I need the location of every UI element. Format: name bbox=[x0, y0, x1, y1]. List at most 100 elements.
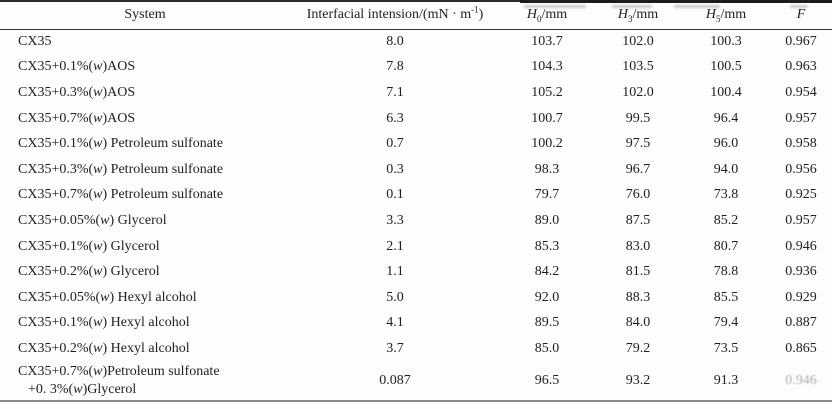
f-cell: 0.967 bbox=[785, 34, 817, 50]
h3-cell: 102.0 bbox=[622, 34, 654, 50]
scan-artifact bbox=[612, 5, 652, 8]
table-row: CX35+0.05%(w) Glycerol 3.3 89.0 87.5 85.… bbox=[0, 208, 832, 234]
h5-cell: 80.7 bbox=[713, 238, 739, 254]
table-row: CX35+0.1%(w)AOS 7.8 104.3 103.5 100.5 0.… bbox=[0, 55, 832, 81]
h3-cell: 84.0 bbox=[625, 315, 651, 331]
system-cell: CX35+0.7%(w) Petroleum sulfonate bbox=[18, 187, 224, 203]
table-row: CX35+0.3%(w) Petroleum sulfonate 0.3 98.… bbox=[0, 157, 832, 183]
f-cell: 0.963 bbox=[785, 59, 817, 75]
ift-cell: 3.3 bbox=[386, 212, 404, 228]
f-cell: 0.954 bbox=[785, 84, 817, 100]
h5-cell: 79.4 bbox=[713, 315, 739, 331]
system-line-1: CX35+0.7%(w)Petroleum sulfonate bbox=[18, 363, 220, 379]
col-header-system: System bbox=[0, 1, 290, 30]
system-cell: CX35+0.2%(w) Glycerol bbox=[18, 264, 160, 280]
h5-cell: 100.5 bbox=[710, 59, 742, 75]
ift-cell: 3.7 bbox=[386, 340, 404, 356]
table-row: CX35+0.05%(w) Hexyl alcohol 5.0 92.0 88.… bbox=[0, 285, 832, 311]
table-row: CX35+0.1%(w) Hexyl alcohol 4.1 89.5 84.0… bbox=[0, 311, 832, 337]
ift-cell: 2.1 bbox=[386, 238, 404, 254]
h5-cell: 73.5 bbox=[713, 340, 739, 356]
ift-cell: 7.1 bbox=[386, 84, 404, 100]
h0-cell: 104.3 bbox=[531, 59, 563, 75]
f-cell: 0.925 bbox=[785, 187, 817, 203]
h3-cell: 83.0 bbox=[625, 238, 651, 254]
h0-cell: 84.2 bbox=[534, 264, 560, 280]
table-row: CX35+0.2%(w) Hexyl alcohol 3.7 85.0 79.2… bbox=[0, 336, 832, 362]
h3-cell: 88.3 bbox=[625, 289, 651, 305]
h5-cell: 91.3 bbox=[713, 372, 739, 388]
ift-cell: 0.7 bbox=[386, 136, 404, 152]
system-cell: CX35+0.7%(w)Petroleum sulfonate +0. 3%(w… bbox=[0, 362, 290, 401]
f-cell: 0.865 bbox=[785, 340, 817, 356]
h3-cell: 76.0 bbox=[625, 187, 651, 203]
ift-cell: 0.3 bbox=[386, 161, 404, 177]
h3-cell: 79.2 bbox=[625, 340, 651, 356]
h0-cell: 105.2 bbox=[531, 84, 563, 100]
table-row: CX35 8.0 103.7 102.0 100.3 0.967 bbox=[0, 29, 832, 55]
scan-artifact-top-rule bbox=[520, 0, 832, 3]
header-row: System Interfacial intension/(mN · m-1) … bbox=[0, 1, 832, 30]
h3-cell: 102.0 bbox=[622, 84, 654, 100]
table-row: CX35+0.7%(w)AOS 6.3 100.7 99.5 96.4 0.95… bbox=[0, 106, 832, 132]
f-cell: 0.956 bbox=[785, 161, 817, 177]
h3-cell: 97.5 bbox=[625, 136, 651, 152]
system-cell: CX35+0.7%(w)AOS bbox=[18, 110, 136, 126]
h5-cell: 85.5 bbox=[713, 289, 739, 305]
table-row: CX35+0.1%(w) Glycerol 2.1 85.3 83.0 80.7… bbox=[0, 234, 832, 260]
ift-cell: 4.1 bbox=[386, 315, 404, 331]
h3-cell: 93.2 bbox=[625, 372, 651, 388]
h5-cell: 78.8 bbox=[713, 264, 739, 280]
h0-cell: 103.7 bbox=[531, 34, 563, 50]
col-header-h3: H3/mm bbox=[594, 1, 682, 30]
table-row: CX35+0.1%(w) Petroleum sulfonate 0.7 100… bbox=[0, 131, 832, 157]
h5-cell: 73.8 bbox=[713, 187, 739, 203]
h3-cell: 87.5 bbox=[625, 212, 651, 228]
ift-cell: 8.0 bbox=[386, 34, 404, 50]
h0-cell: 89.0 bbox=[534, 212, 560, 228]
table-row: CX35+0.3%(w)AOS 7.1 105.2 102.0 100.4 0.… bbox=[0, 80, 832, 106]
h0-cell: 96.5 bbox=[534, 372, 560, 388]
h3-cell: 81.5 bbox=[625, 264, 651, 280]
f-cell: 0.958 bbox=[785, 136, 817, 152]
system-cell: CX35+0.05%(w) Hexyl alcohol bbox=[18, 289, 197, 305]
f-cell-faded: 0.946 bbox=[785, 372, 817, 388]
f-cell: 0.887 bbox=[785, 315, 817, 331]
h0-cell: 79.7 bbox=[534, 187, 560, 203]
h5-cell: 96.4 bbox=[713, 110, 739, 126]
h0-cell: 85.3 bbox=[534, 238, 560, 254]
h5-cell: 94.0 bbox=[713, 161, 739, 177]
h5-cell: 96.0 bbox=[713, 136, 739, 152]
f-cell: 0.957 bbox=[785, 212, 817, 228]
h5-cell: 100.3 bbox=[710, 34, 742, 50]
col-header-h5: H5/mm bbox=[682, 1, 770, 30]
h0-cell: 92.0 bbox=[534, 289, 560, 305]
h3-cell: 103.5 bbox=[622, 59, 654, 75]
ift-cell: 6.3 bbox=[386, 110, 404, 126]
h0-cell: 100.7 bbox=[531, 110, 563, 126]
ift-cell: 0.087 bbox=[379, 372, 411, 388]
table-row: CX35+0.2%(w) Glycerol 1.1 84.2 81.5 78.8… bbox=[0, 259, 832, 285]
h3-cell: 99.5 bbox=[625, 110, 651, 126]
system-cell: CX35+0.3%(w) Petroleum sulfonate bbox=[18, 161, 224, 177]
scan-artifact bbox=[790, 5, 808, 8]
h0-cell: 85.0 bbox=[534, 340, 560, 356]
h0-cell: 100.2 bbox=[531, 136, 563, 152]
scan-artifact bbox=[674, 5, 720, 8]
f-cell: 0.957 bbox=[785, 110, 817, 126]
h3-cell: 96.7 bbox=[625, 161, 651, 177]
h5-cell: 85.2 bbox=[713, 212, 739, 228]
system-cell: CX35 bbox=[18, 34, 52, 50]
h0-cell: 89.5 bbox=[534, 315, 560, 331]
system-cell: CX35+0.2%(w) Hexyl alcohol bbox=[18, 340, 190, 356]
table-row: CX35+0.7%(w) Petroleum sulfonate 0.1 79.… bbox=[0, 183, 832, 209]
col-header-interfacial-tension: Interfacial intension/(mN · m-1) bbox=[290, 1, 500, 30]
ift-cell: 7.8 bbox=[386, 59, 404, 75]
system-cell: CX35+0.3%(w)AOS bbox=[18, 84, 136, 100]
h5-cell: 100.4 bbox=[710, 84, 742, 100]
scan-artifact bbox=[524, 5, 586, 8]
h0-cell: 98.3 bbox=[534, 161, 560, 177]
f-cell: 0.946 bbox=[785, 238, 817, 254]
